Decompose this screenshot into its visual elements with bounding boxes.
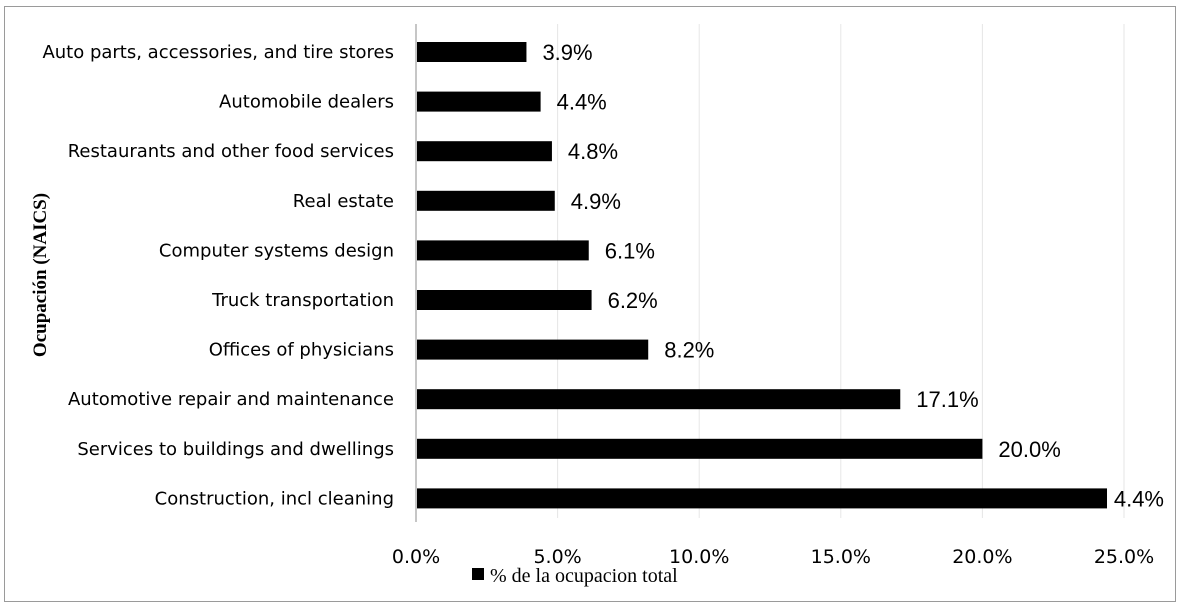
data-label: 4.8% (568, 139, 618, 164)
category-label: Services to buildings and dwellings (77, 439, 394, 460)
x-tick-label: 20.0% (952, 546, 1012, 568)
bar (417, 42, 527, 62)
category-label: Offices of physicians (209, 340, 394, 361)
data-label: 3.9% (542, 40, 592, 65)
data-label: 4.4% (1114, 486, 1164, 511)
data-label: 6.2% (608, 288, 658, 313)
bar (417, 141, 552, 162)
bar (417, 240, 589, 261)
x-tick-label: 0.0% (392, 546, 440, 568)
data-label: 4.4% (557, 90, 607, 115)
data-label: 6.1% (605, 238, 655, 263)
legend-swatch (472, 568, 484, 580)
x-tick-label: 5.0% (533, 546, 581, 568)
category-label: Construction, incl cleaning (155, 488, 394, 509)
category-label: Restaurants and other food services (68, 141, 394, 162)
bars (417, 42, 1108, 509)
x-tick-label: 10.0% (669, 546, 729, 568)
category-label: Real estate (293, 191, 394, 212)
data-label: 4.9% (571, 189, 621, 214)
category-label: Truck transportation (211, 290, 394, 311)
category-label: Computer systems design (159, 240, 394, 261)
category-label: Automotive repair and maintenance (68, 389, 394, 410)
bar (417, 488, 1108, 509)
bar (417, 438, 983, 459)
category-label: Auto parts, accessories, and tire stores (42, 42, 394, 63)
x-tick-labels: 0.0% 5.0% 10.0% 15.0% 20.0% 25.0% (392, 546, 1154, 568)
bar (417, 389, 901, 410)
bar (417, 290, 592, 310)
category-labels: Auto parts, accessories, and tire stores… (42, 42, 394, 509)
bar (417, 190, 555, 211)
data-label: 17.1% (916, 387, 978, 412)
grid-lines (557, 24, 1125, 518)
category-label: Automobile dealers (219, 92, 394, 113)
y-axis-title: Ocupación (NAICS) (30, 193, 51, 357)
data-label: 20.0% (998, 437, 1060, 462)
legend: % de la ocupacion total (472, 565, 678, 587)
bar (417, 339, 649, 360)
chart-frame (4, 6, 1176, 602)
x-tick-label: 25.0% (1094, 546, 1154, 568)
legend-label: % de la ocupacion total (490, 565, 678, 587)
data-labels: 3.9% 4.4% 4.8% 4.9% 6.1% 6.2%8.2% 17.1% 20.0% 4.… (542, 40, 1164, 511)
x-tick-label: 15.0% (811, 546, 871, 568)
bar (417, 91, 541, 112)
data-label: 8.2% (664, 338, 714, 363)
